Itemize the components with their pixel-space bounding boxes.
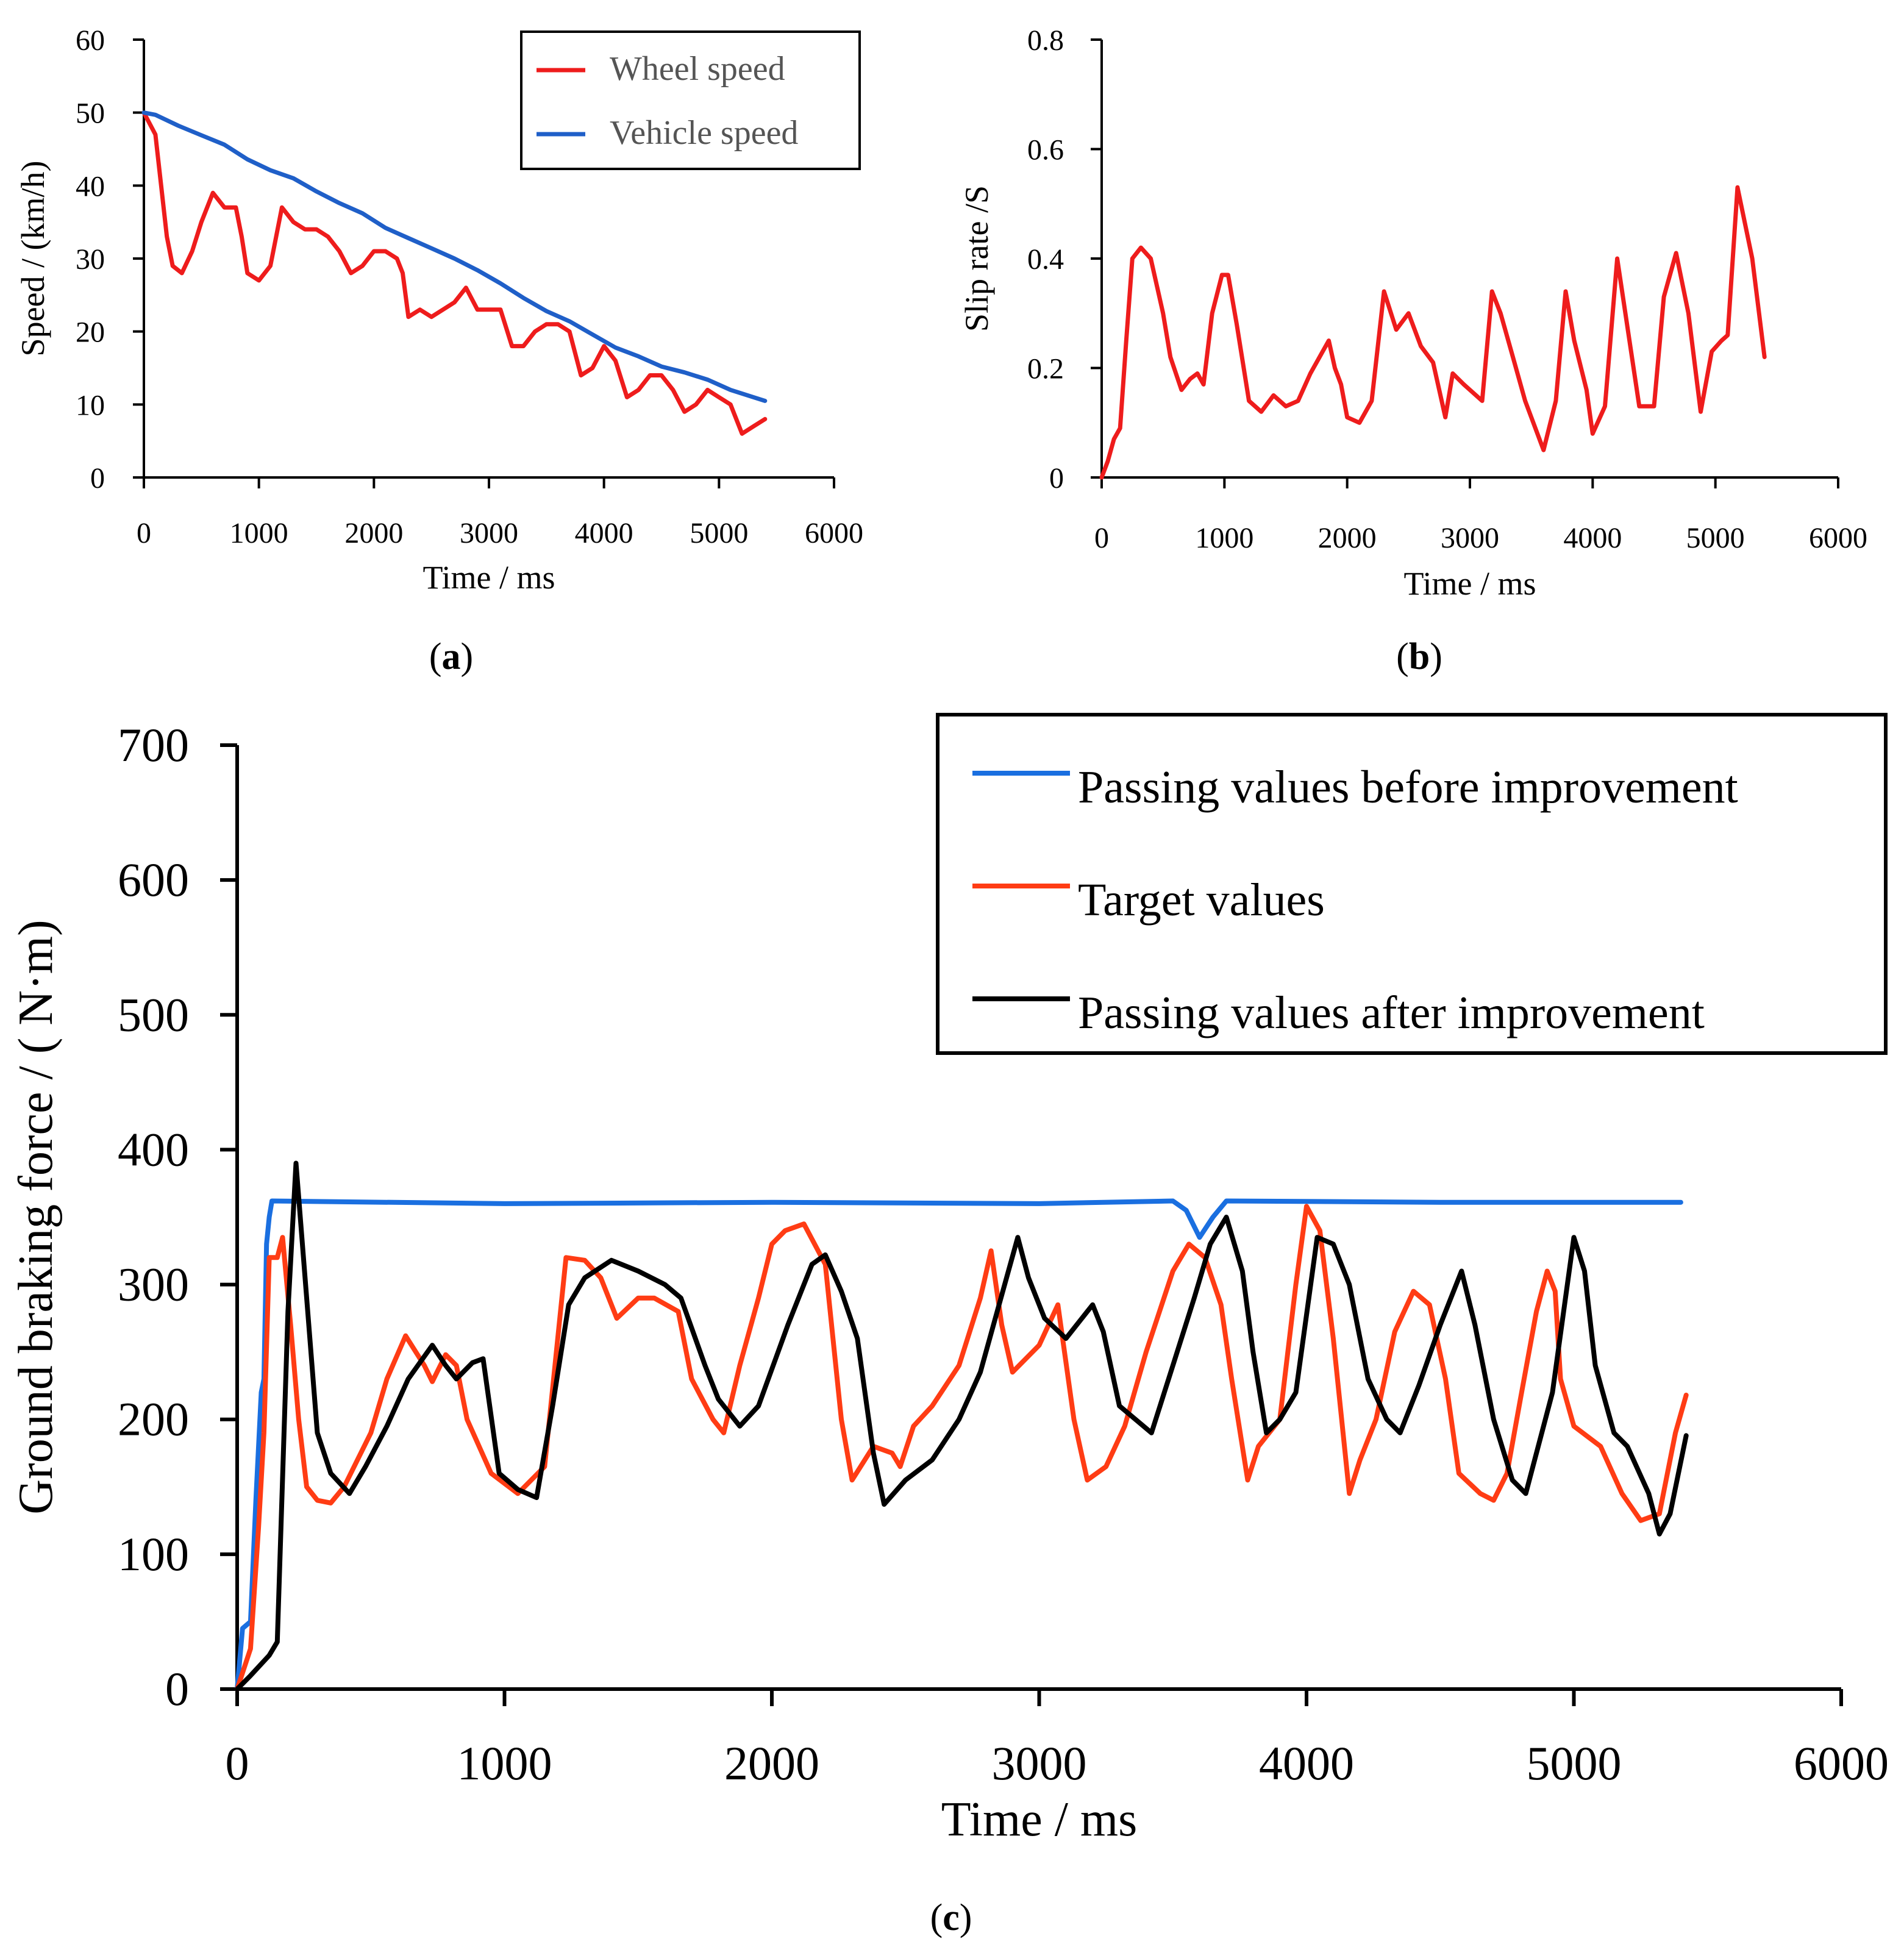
y-axis-title: Ground braking force / ( N·m) xyxy=(9,920,63,1514)
x-tick-label: 2000 xyxy=(1318,522,1377,554)
x-tick-label: 4000 xyxy=(1563,522,1622,554)
x-tick-label: 6000 xyxy=(1809,522,1867,554)
x-tick-label: 0 xyxy=(1094,522,1109,554)
series-line-target-values xyxy=(235,1204,1689,1692)
caption-close-paren: ) xyxy=(960,1897,972,1938)
caption-letter: c xyxy=(943,1897,960,1938)
y-tick-label: 300 xyxy=(118,1258,189,1311)
y-tick-label: 0 xyxy=(1049,462,1064,495)
y-tick-label: 0.8 xyxy=(1027,24,1064,57)
series-line-vehicle-speed xyxy=(141,110,768,403)
x-tick-label: 2000 xyxy=(724,1737,819,1790)
caption-open-paren: ( xyxy=(930,1897,943,1938)
x-tick-label: 4000 xyxy=(1259,1737,1354,1790)
caption-letter: b xyxy=(1409,636,1430,677)
x-tick-label: 5000 xyxy=(1527,1737,1622,1790)
x-tick-label: 4000 xyxy=(575,517,633,549)
y-tick-label: 60 xyxy=(76,24,105,57)
x-tick-label: 5000 xyxy=(690,517,748,549)
y-tick-label: 700 xyxy=(118,718,189,771)
x-axis-title: Time / ms xyxy=(423,559,555,596)
y-tick-label: 30 xyxy=(76,243,105,276)
legend-box xyxy=(936,713,1888,1055)
x-tick-label: 0 xyxy=(137,517,151,549)
x-tick-label: 6000 xyxy=(805,517,863,549)
y-tick-label: 50 xyxy=(76,98,105,130)
caption-open-paren: ( xyxy=(1396,636,1409,677)
subfigure-caption: (a) xyxy=(429,636,473,677)
y-tick-label: 0 xyxy=(90,462,105,495)
legend: Passing values before improvement Target … xyxy=(936,713,1888,1055)
y-tick-label: 20 xyxy=(76,316,105,349)
y-tick-label: 400 xyxy=(118,1123,189,1176)
y-tick-label: 500 xyxy=(118,988,189,1041)
series-line-passing-values-before-improvement xyxy=(235,1198,1683,1692)
y-tick-label: 0.6 xyxy=(1027,134,1064,166)
legend-label: Vehicle speed xyxy=(610,114,798,152)
chart-b: 0 1000 2000 3000 4000 5000 6000 0 0.2 0.4 0.6 0.8 Ti… xyxy=(958,24,1867,677)
legend-label: Target values xyxy=(1078,874,1325,926)
y-tick-label: 40 xyxy=(76,170,105,202)
legend: Wheel speed Vehicle speed xyxy=(520,30,861,170)
caption-close-paren: ) xyxy=(1430,636,1442,677)
caption-letter: a xyxy=(442,636,461,677)
x-tick-label: 1000 xyxy=(1195,522,1253,554)
x-tick-label: 6000 xyxy=(1794,1737,1889,1790)
legend-box xyxy=(520,30,861,170)
series-line-slip-rate xyxy=(1099,185,1767,480)
y-axis-title: Slip rate /S xyxy=(958,185,995,332)
x-tick-label: 1000 xyxy=(457,1737,552,1790)
x-tick-label: 3000 xyxy=(460,517,518,549)
chart-a: 0 1000 2000 3000 4000 5000 6000 0 10 20 30 40 50 60 Ti… xyxy=(15,24,863,677)
x-tick-label: 0 xyxy=(226,1737,249,1790)
chart-c: 0 1000 2000 3000 4000 5000 6000 0 100 200 300 400 50… xyxy=(9,713,1889,1938)
x-tick-label: 3000 xyxy=(1441,522,1499,554)
x-tick-label: 1000 xyxy=(230,517,288,549)
y-tick-label: 600 xyxy=(118,853,189,906)
y-tick-label: 100 xyxy=(118,1527,189,1581)
y-tick-label: 200 xyxy=(118,1393,189,1446)
subfigure-caption: (b) xyxy=(1396,636,1442,677)
x-tick-label: 3000 xyxy=(992,1737,1087,1790)
y-tick-label: 10 xyxy=(76,389,105,421)
x-tick-label: 5000 xyxy=(1686,522,1745,554)
y-axis-title: Speed / (km/h) xyxy=(15,161,51,357)
subfigure-caption: (c) xyxy=(930,1897,972,1938)
y-tick-label: 0 xyxy=(165,1662,189,1715)
y-tick-label: 0.4 xyxy=(1027,243,1064,276)
series-line-passing-values-after-improvement xyxy=(235,1160,1689,1692)
legend-label: Passing values before improvement xyxy=(1078,762,1738,813)
caption-open-paren: ( xyxy=(429,636,442,677)
x-axis-title: Time / ms xyxy=(941,1793,1138,1846)
legend-label: Wheel speed xyxy=(610,50,785,88)
legend-label: Passing values after improvement xyxy=(1078,987,1705,1038)
x-axis-title: Time / ms xyxy=(1403,565,1536,602)
x-tick-label: 2000 xyxy=(344,517,403,549)
series-line-wheel-speed xyxy=(141,110,768,436)
caption-close-paren: ) xyxy=(461,636,474,677)
y-tick-label: 0.2 xyxy=(1027,353,1064,385)
